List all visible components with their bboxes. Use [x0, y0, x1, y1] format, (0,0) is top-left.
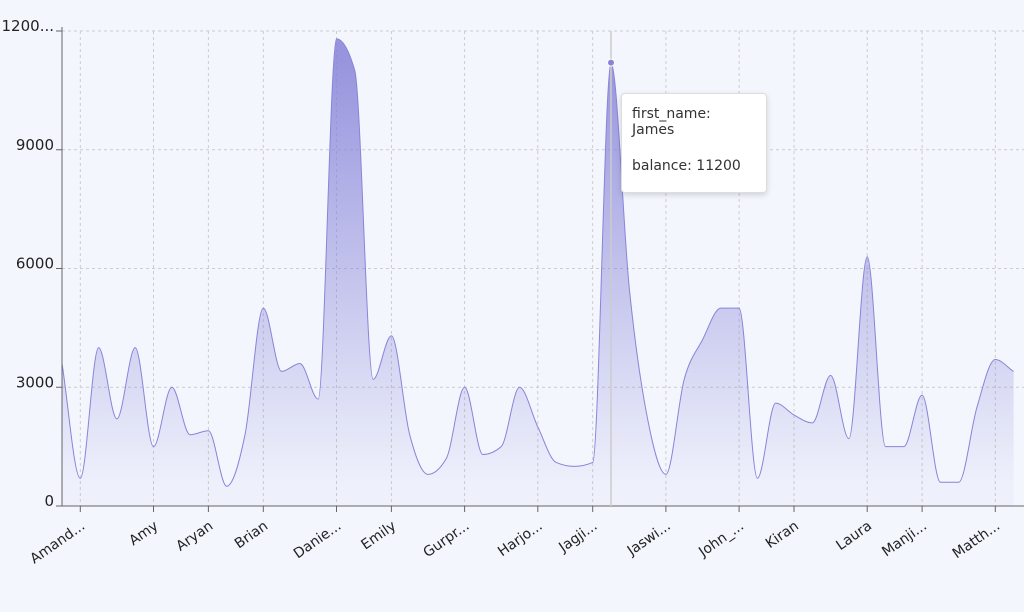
x-tick-label: Brian: [232, 518, 271, 552]
x-tick-label: John_...: [695, 518, 747, 561]
x-tick-label: Jaswi...: [624, 518, 674, 560]
x-tick-label: Amy: [126, 518, 161, 549]
x-tick-label: Jagji...: [555, 518, 600, 556]
x-tick-label: Matth...: [950, 518, 1003, 562]
y-tick-label: 1200...: [2, 17, 54, 35]
active-dot: [607, 58, 615, 67]
y-tick-label: 6000: [16, 255, 54, 273]
y-tick-label: 3000: [16, 373, 54, 391]
plot: [62, 38, 1014, 507]
y-tick-label: 0: [44, 492, 54, 510]
x-tick-label: Amand...: [27, 518, 88, 567]
x-tick-label: Laura: [833, 518, 875, 554]
x-tick-label: Emily: [358, 518, 399, 553]
x-tick-label: Danie...: [291, 518, 344, 562]
area: [62, 38, 1014, 507]
line: [62, 38, 1014, 487]
tooltip: first_name: James balance: 11200: [621, 93, 767, 193]
x-tick-label: Harjo...: [495, 518, 545, 560]
tooltip-value: balance: 11200: [632, 158, 741, 174]
x-tick-label: Kiran: [763, 518, 802, 552]
x-tick-label: Aryan: [173, 518, 216, 555]
tooltip-name: first_name: James: [632, 106, 711, 138]
x-tick-label: Gurpr...: [420, 518, 472, 561]
x-tick-label: Manji...: [879, 518, 930, 560]
y-tick-label: 9000: [16, 136, 54, 154]
